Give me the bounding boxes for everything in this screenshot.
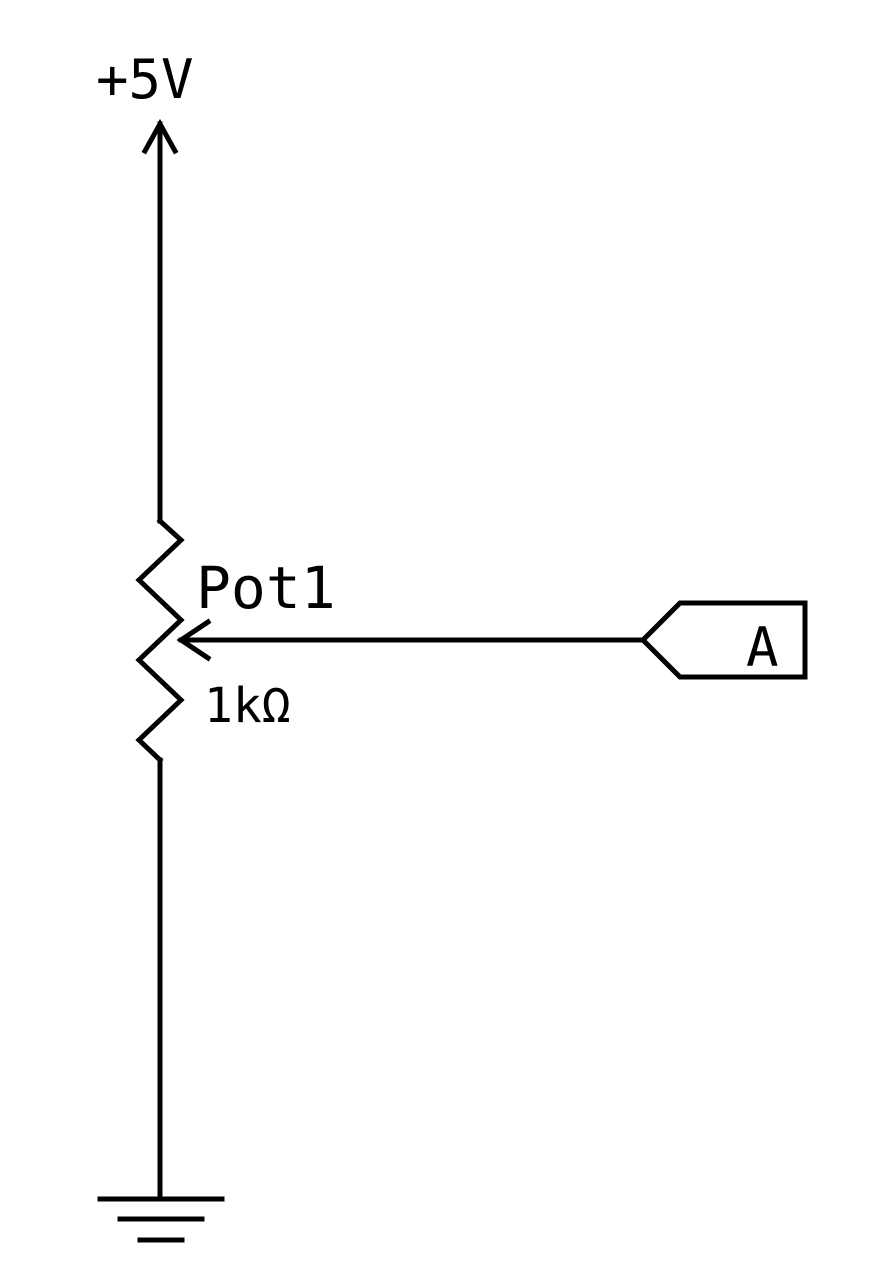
power-label: +5V [96,48,194,111]
port-flag-icon [639,600,808,680]
potentiometer-resistor-icon [135,517,185,764]
port-a: A [639,600,808,680]
port-label: A [746,616,779,679]
power-symbol: +5V [96,48,194,163]
potentiometer-value-label: 1kΩ [204,678,291,734]
potentiometer-reference-label: Pot1 [196,554,336,622]
ground-icon [97,1196,225,1243]
